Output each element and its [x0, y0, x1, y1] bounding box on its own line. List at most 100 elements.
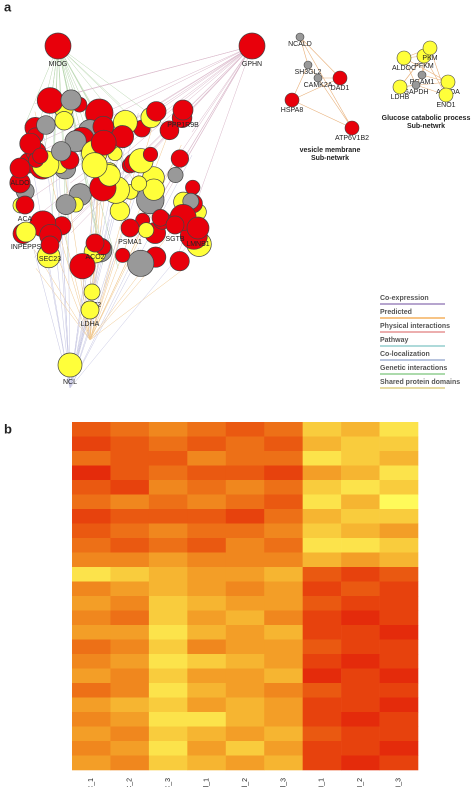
heatmap-cell	[110, 538, 150, 553]
edge	[423, 55, 447, 96]
heatmap-cell	[187, 538, 227, 553]
node	[417, 70, 427, 80]
heatmap-cell	[379, 465, 419, 481]
edges	[21, 36, 449, 389]
panel-label: a	[4, 0, 12, 14]
node	[80, 300, 100, 320]
edge	[89, 144, 182, 341]
heatmap-cell	[341, 581, 380, 597]
subnetwork-title-line: Sub-netwrk	[311, 155, 349, 162]
heatmap-cell	[187, 436, 227, 452]
node	[44, 32, 72, 60]
heatmap-cell	[341, 639, 380, 655]
node	[344, 120, 360, 136]
heatmap-cell	[187, 654, 227, 669]
heatmap-cell	[148, 465, 188, 481]
heatmap-cell	[187, 451, 227, 466]
heatmap-cell	[148, 639, 188, 655]
node-label: PSMA1	[118, 239, 142, 246]
node	[295, 32, 305, 42]
heatmap-cell	[341, 697, 380, 713]
heatmap-cell	[148, 712, 188, 727]
heatmap-cell	[187, 610, 227, 626]
heatmap-cell	[187, 422, 227, 437]
heatmap-cell	[341, 726, 380, 742]
node	[392, 79, 408, 95]
heatmap-cell	[302, 523, 342, 539]
node	[115, 247, 131, 263]
heatmap-cell	[110, 523, 150, 539]
heatmap-cell	[341, 552, 380, 568]
heatmap-cell	[264, 639, 303, 655]
heatmap-cell	[302, 654, 342, 669]
node	[159, 120, 180, 141]
heatmap-cell	[110, 755, 150, 771]
heatmap-cell	[187, 726, 227, 742]
node	[55, 194, 77, 215]
heatmap-cell	[379, 610, 419, 626]
heatmap-cell	[72, 436, 111, 452]
legend-label: Shared protein domains	[380, 379, 460, 386]
edge	[24, 45, 59, 127]
heatmap-cell	[148, 741, 188, 756]
heatmap-cell	[379, 741, 419, 756]
heatmap-cell	[225, 712, 265, 727]
heatmap-cell	[148, 654, 188, 669]
heatmap-cell	[225, 422, 265, 437]
heatmap-cell	[264, 480, 303, 495]
heatmap-cell	[72, 465, 111, 481]
node	[36, 115, 56, 135]
heatmap-cell	[341, 465, 380, 481]
heatmap-cell	[264, 465, 303, 481]
node	[146, 101, 167, 122]
heatmap-cell	[110, 422, 150, 437]
heatmap-cell	[264, 494, 303, 510]
heatmap-cell	[148, 755, 188, 771]
heatmap-cell	[110, 625, 150, 640]
heatmap-cell	[341, 712, 380, 727]
edge	[67, 140, 71, 389]
node-label: INPEPPS	[11, 244, 42, 251]
heatmap-cell	[379, 538, 419, 553]
heatmap-cell	[302, 422, 342, 437]
heatmap-cell	[302, 712, 342, 727]
node	[130, 175, 147, 192]
heatmap-cell	[302, 581, 342, 597]
heatmap-cell	[187, 683, 227, 698]
heatmap-cell	[341, 494, 380, 510]
node	[19, 132, 42, 155]
heatmap-cell	[148, 538, 188, 553]
heatmap-cell	[148, 436, 188, 452]
heatmap-cell	[379, 422, 419, 437]
heatmap-cell	[148, 697, 188, 713]
node	[284, 92, 300, 108]
heatmap-cell	[379, 494, 419, 510]
heatmap-cell	[302, 552, 342, 568]
node	[167, 167, 184, 183]
heatmap-cell	[379, 509, 419, 524]
node-label: GAPDH	[404, 89, 429, 96]
edge	[57, 45, 110, 110]
heatmap-cell	[187, 596, 227, 611]
heatmap-cell	[264, 422, 303, 437]
heatmap-cell	[302, 451, 342, 466]
edge	[57, 45, 120, 105]
edge	[291, 99, 353, 129]
edge	[35, 268, 91, 341]
heatmap-cell	[110, 480, 150, 495]
heatmap-cell	[187, 697, 227, 713]
edge	[31, 160, 71, 389]
heatmap-cell	[225, 654, 265, 669]
heatmap-cell	[379, 755, 419, 771]
heatmap-cell	[72, 625, 111, 640]
heatmap-cell	[187, 741, 227, 756]
heatmap-cell	[264, 654, 303, 669]
heatmap-cell	[72, 610, 111, 626]
column-label: Gl_1	[203, 778, 210, 787]
heatmap-cell	[187, 639, 227, 655]
edge	[191, 45, 253, 133]
node-label: DAD1	[331, 85, 350, 92]
node-label: ALDO	[10, 180, 30, 187]
legend-label: Pathway	[380, 337, 409, 344]
